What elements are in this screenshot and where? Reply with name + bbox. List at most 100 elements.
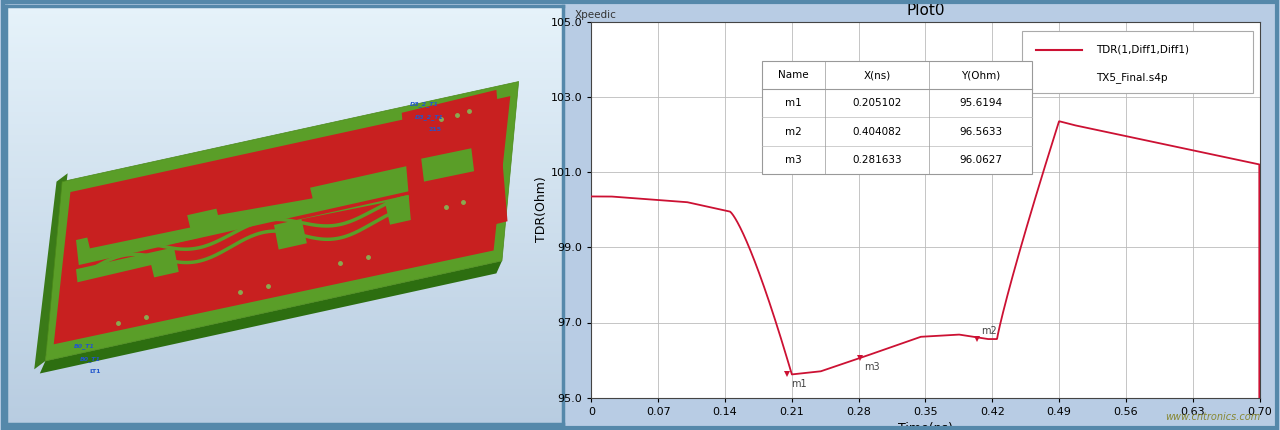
Text: Xpeedic: Xpeedic bbox=[575, 9, 617, 20]
Bar bbox=[6, 311, 563, 313]
Bar bbox=[6, 29, 563, 31]
Bar bbox=[6, 355, 563, 357]
Bar bbox=[6, 321, 563, 323]
Bar bbox=[6, 181, 563, 184]
Bar bbox=[6, 140, 563, 142]
Bar bbox=[6, 207, 563, 209]
Text: TX5_Final.s4p: TX5_Final.s4p bbox=[1096, 73, 1167, 83]
Bar bbox=[6, 401, 563, 402]
Bar bbox=[6, 186, 563, 188]
Bar bbox=[6, 271, 563, 273]
Bar bbox=[6, 211, 563, 213]
Bar bbox=[6, 159, 563, 161]
Bar bbox=[6, 125, 563, 127]
Bar bbox=[6, 340, 563, 342]
Bar bbox=[6, 390, 563, 392]
Bar bbox=[6, 250, 563, 252]
Text: 0.404082: 0.404082 bbox=[852, 126, 901, 137]
Bar bbox=[6, 219, 563, 221]
Bar bbox=[6, 261, 563, 263]
Bar bbox=[6, 69, 563, 71]
Bar bbox=[6, 205, 563, 207]
Bar bbox=[6, 230, 563, 232]
Bar bbox=[6, 382, 563, 384]
Bar bbox=[6, 88, 563, 90]
Bar bbox=[6, 252, 563, 255]
Bar bbox=[6, 136, 563, 138]
Bar bbox=[6, 44, 563, 46]
Bar bbox=[6, 284, 563, 286]
Text: www.cntronics.com: www.cntronics.com bbox=[1166, 412, 1261, 422]
Bar bbox=[6, 98, 563, 100]
Bar bbox=[6, 298, 563, 301]
Bar bbox=[6, 255, 563, 257]
Bar bbox=[6, 240, 563, 242]
Text: Y(Ohm): Y(Ohm) bbox=[961, 70, 1000, 80]
Bar bbox=[6, 92, 563, 94]
Bar bbox=[6, 178, 563, 180]
Bar bbox=[6, 375, 563, 378]
Bar bbox=[6, 282, 563, 284]
Bar bbox=[6, 288, 563, 290]
Bar bbox=[6, 402, 563, 405]
Bar bbox=[6, 369, 563, 372]
Bar bbox=[6, 175, 563, 178]
Bar bbox=[6, 11, 563, 13]
Bar bbox=[6, 25, 563, 27]
Polygon shape bbox=[40, 261, 502, 374]
Bar bbox=[6, 190, 563, 192]
Bar bbox=[6, 111, 563, 113]
Bar bbox=[6, 396, 563, 399]
Bar bbox=[6, 75, 563, 77]
Bar bbox=[6, 196, 563, 198]
Bar bbox=[6, 353, 563, 355]
Text: X(ns): X(ns) bbox=[864, 70, 891, 80]
Bar bbox=[6, 52, 563, 55]
Bar bbox=[6, 117, 563, 119]
Bar bbox=[6, 203, 563, 205]
Bar bbox=[6, 215, 563, 217]
Bar bbox=[6, 102, 563, 104]
Bar bbox=[6, 184, 563, 186]
Text: Name: Name bbox=[778, 70, 809, 80]
Bar bbox=[6, 148, 563, 150]
Bar bbox=[6, 36, 563, 38]
Bar bbox=[6, 317, 563, 319]
Bar bbox=[6, 276, 563, 278]
Bar bbox=[6, 58, 563, 61]
Bar bbox=[6, 19, 563, 21]
Bar bbox=[6, 344, 563, 347]
Bar bbox=[6, 119, 563, 121]
Bar bbox=[6, 9, 563, 11]
Bar bbox=[6, 17, 563, 19]
Bar bbox=[6, 86, 563, 88]
Polygon shape bbox=[35, 173, 68, 369]
Bar bbox=[6, 394, 563, 396]
Bar bbox=[6, 411, 563, 413]
Polygon shape bbox=[174, 223, 285, 303]
Bar bbox=[6, 294, 563, 296]
Bar bbox=[6, 409, 563, 411]
Bar bbox=[6, 259, 563, 261]
Polygon shape bbox=[421, 148, 474, 181]
Bar bbox=[6, 407, 563, 409]
Bar bbox=[6, 246, 563, 249]
Bar bbox=[6, 336, 563, 338]
Text: m1: m1 bbox=[791, 379, 806, 389]
Bar bbox=[6, 319, 563, 321]
Bar bbox=[6, 359, 563, 361]
Bar bbox=[6, 361, 563, 363]
Text: m3: m3 bbox=[785, 155, 801, 165]
Bar bbox=[6, 165, 563, 167]
Bar bbox=[6, 157, 563, 159]
Bar bbox=[6, 96, 563, 98]
Polygon shape bbox=[76, 192, 424, 294]
Bar bbox=[6, 46, 563, 48]
Bar bbox=[6, 413, 563, 415]
Bar bbox=[6, 34, 563, 36]
Bar bbox=[6, 269, 563, 271]
Bar bbox=[6, 257, 563, 259]
Bar bbox=[6, 154, 563, 157]
Bar bbox=[6, 192, 563, 194]
Bar bbox=[6, 301, 563, 303]
